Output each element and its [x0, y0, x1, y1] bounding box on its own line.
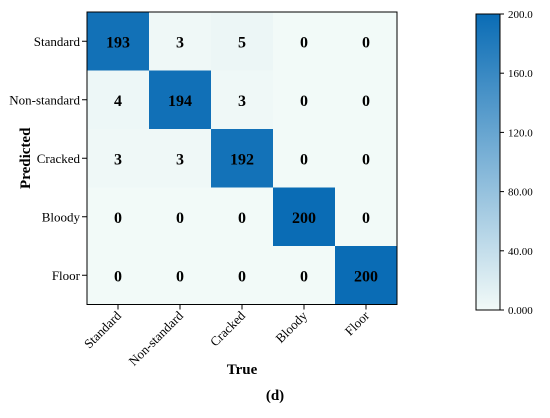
cell-value-label: 192 [230, 151, 254, 168]
cell-value-label: 200 [292, 210, 316, 227]
y-tick-label: Floor [52, 268, 81, 283]
cell-value-label: 193 [106, 34, 130, 51]
colorbar-tick-label: 200.0 [508, 9, 533, 21]
cell-value-label: 0 [362, 151, 370, 168]
heatmap-cell [335, 187, 397, 246]
colorbar [475, 13, 501, 311]
heatmap-cell [87, 246, 149, 305]
heatmap-cell [149, 187, 211, 246]
heatmap-cell [273, 70, 335, 129]
cell-value-label: 0 [300, 268, 308, 285]
y-tick-label: Bloody [42, 209, 81, 224]
cell-value-label: 4 [114, 93, 122, 110]
heatmap-cell [211, 187, 273, 246]
cell-value-label: 0 [362, 93, 370, 110]
cell-value-label: 0 [114, 210, 122, 227]
cell-value-label: 194 [168, 93, 192, 110]
x-axis-title: True [227, 362, 258, 378]
y-tick-label: Non-standard [9, 92, 80, 107]
cell-value-label: 0 [300, 93, 308, 110]
cell-value-label: 0 [300, 34, 308, 51]
cell-value-label: 0 [362, 210, 370, 227]
heatmap-cell [149, 12, 211, 71]
cell-value-label: 0 [176, 210, 184, 227]
heatmap-cell [149, 129, 211, 188]
heatmap-cell [211, 70, 273, 129]
heatmap-cell [273, 129, 335, 188]
x-tick-label: Standard [81, 308, 125, 352]
colorbar-tick-label: 0.000 [508, 305, 533, 317]
x-tick-label: Bloody [272, 308, 310, 346]
cell-value-label: 0 [176, 268, 184, 285]
panel-label-text: (d) [265, 388, 285, 404]
cell-value-label: 200 [354, 268, 378, 285]
cell-value-label: 0 [114, 268, 122, 285]
colorbar-tick-label: 120.0 [508, 127, 533, 139]
cell-value-label: 3 [176, 151, 184, 168]
cell-value-label: 3 [238, 93, 246, 110]
heatmap-cell [211, 12, 273, 71]
colorbar-tick-label: 80.00 [508, 187, 533, 199]
heatmap-cell [273, 12, 335, 71]
y-tick-label: Standard [34, 34, 81, 49]
heatmap-cell [87, 12, 149, 71]
cell-value-label: 0 [238, 210, 246, 227]
heatmap-cell [87, 187, 149, 246]
cell-value-label: 0 [238, 268, 246, 285]
heatmap-cell [335, 12, 397, 71]
heatmap-cell [149, 246, 211, 305]
x-tick-label: Cracked [207, 308, 249, 350]
cell-value-label: 0 [300, 151, 308, 168]
colorbar-tick-label: 40.00 [508, 246, 533, 258]
cell-value-label: 5 [238, 34, 246, 51]
x-tick-label: Floor [342, 308, 373, 339]
heatmap-cell [87, 129, 149, 188]
colorbar-tick-label: 160.0 [508, 68, 533, 80]
heatmap-cell [335, 129, 397, 188]
heatmap-cell [149, 70, 211, 129]
x-tick-label: Non-standard [125, 308, 186, 369]
y-axis-title: Predicted [18, 127, 34, 189]
heatmap-cell [273, 187, 335, 246]
heatmap-cell [335, 70, 397, 129]
heatmap-cell [335, 246, 397, 305]
cell-value-label: 0 [362, 34, 370, 51]
y-tick-label: Cracked [37, 151, 81, 166]
cell-value-label: 3 [176, 34, 184, 51]
panel-label: (d) [0, 388, 550, 405]
confusion-matrix-chart: 193 3 5 0 0 4 194 3 0 0 3 3 192 0 0 0 0 0 200 0 0 0 0 0 200 Stand… [9, 9, 533, 378]
heatmap-cell [211, 246, 273, 305]
heatmap-cell [273, 246, 335, 305]
heatmap-cell [211, 129, 273, 188]
heatmap-cell [87, 70, 149, 129]
cell-value-label: 3 [114, 151, 122, 168]
